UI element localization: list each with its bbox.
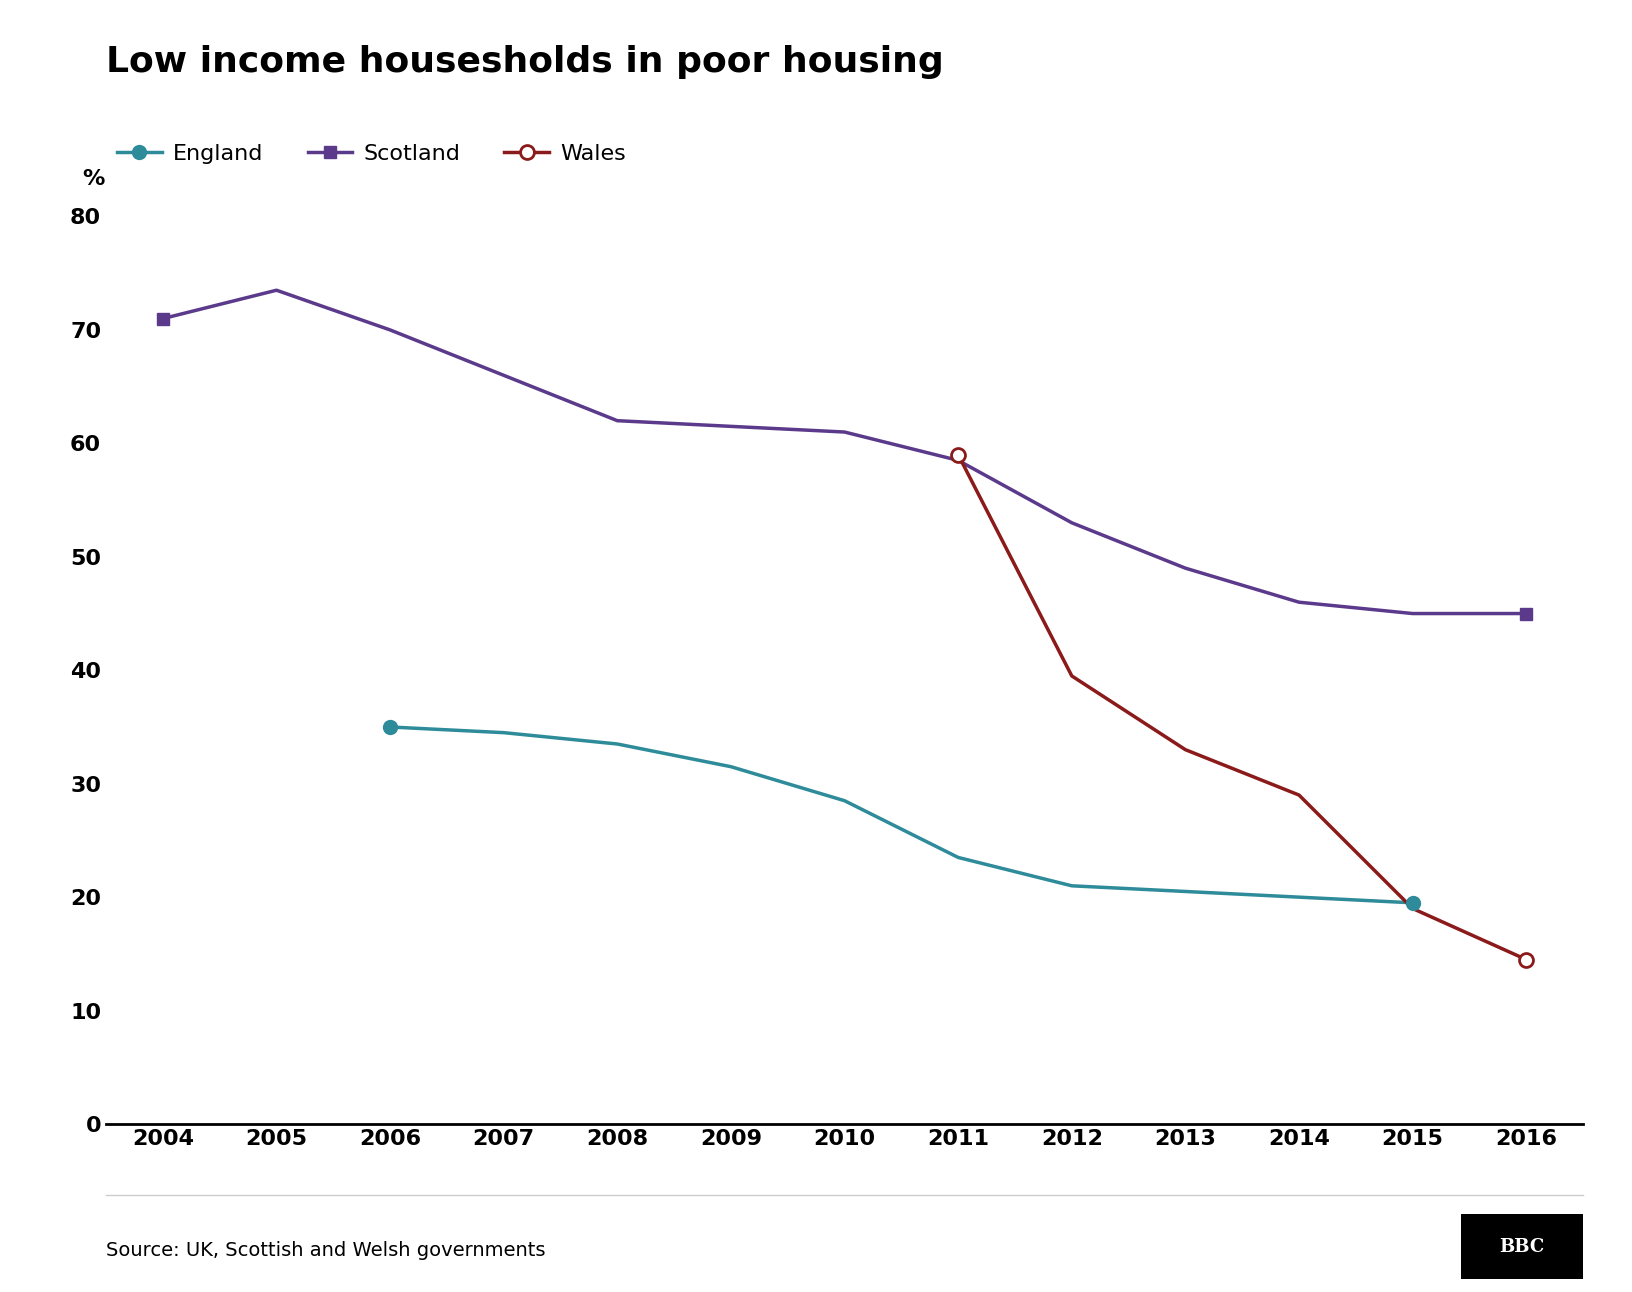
Text: Low income housesholds in poor housing: Low income housesholds in poor housing [106, 45, 943, 79]
Text: BBC: BBC [1500, 1238, 1544, 1256]
Text: %: % [82, 169, 104, 189]
Legend: England, Scotland, Wales: England, Scotland, Wales [118, 145, 625, 164]
Text: Source: UK, Scottish and Welsh governments: Source: UK, Scottish and Welsh governmen… [106, 1240, 545, 1260]
